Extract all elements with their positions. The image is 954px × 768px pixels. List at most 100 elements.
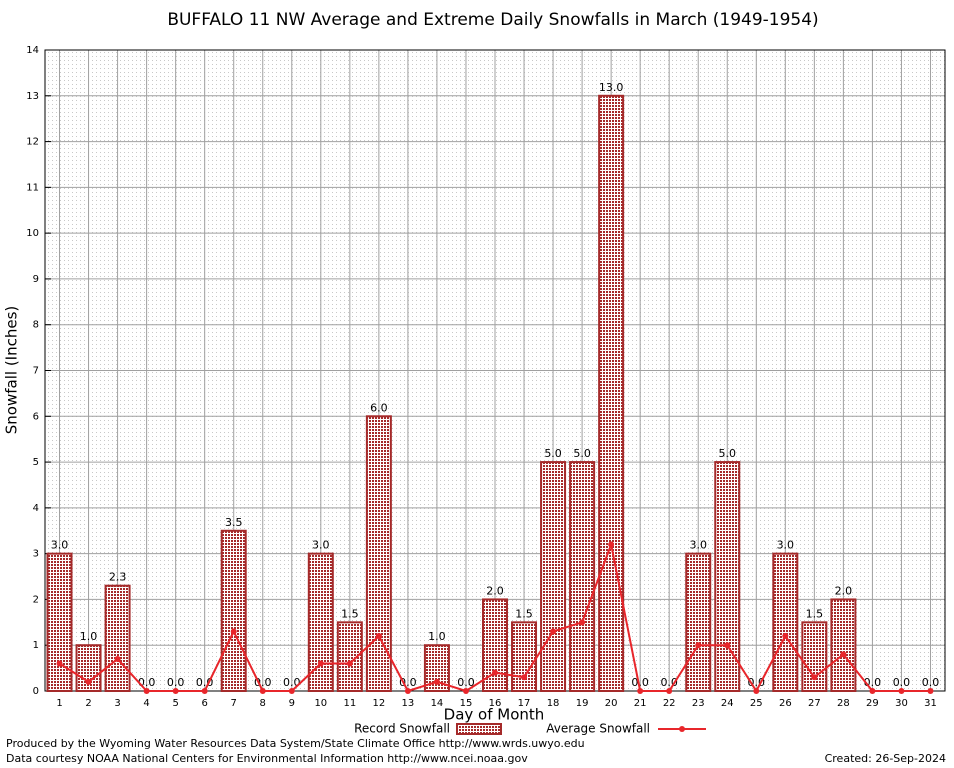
- value-label: 5.0: [573, 447, 591, 460]
- value-label: 1.5: [806, 607, 824, 620]
- value-label: 3.0: [689, 539, 707, 552]
- y-tick-label: 11: [26, 182, 39, 193]
- point: [927, 688, 934, 694]
- x-tick-label: 23: [692, 698, 705, 709]
- bar: [772, 552, 799, 693]
- point: [521, 674, 528, 681]
- bar: [540, 461, 567, 693]
- value-label: 3.5: [225, 516, 243, 529]
- point: [288, 688, 295, 694]
- point: [811, 674, 818, 681]
- x-tick-label: 12: [373, 698, 386, 709]
- legend-swatch: [456, 723, 502, 735]
- x-tick-label: 10: [314, 698, 327, 709]
- x-tick-label: 14: [431, 698, 444, 709]
- x-tick-label: 7: [231, 698, 237, 709]
- point: [695, 642, 702, 649]
- x-axis-label: Day of Month: [444, 706, 545, 724]
- x-tick-label: 27: [808, 698, 821, 709]
- y-tick-label: 0: [33, 686, 39, 697]
- bar: [482, 598, 508, 693]
- point: [666, 688, 673, 694]
- bar: [307, 552, 334, 693]
- x-tick-label: 3: [114, 698, 120, 709]
- point: [898, 688, 905, 694]
- value-label: 0.0: [138, 676, 156, 689]
- point: [869, 688, 876, 694]
- value-label: 3.0: [777, 539, 795, 552]
- point: [201, 688, 208, 694]
- point: [492, 669, 498, 676]
- value-label: 1.0: [80, 630, 98, 643]
- y-axis-label: Snowfall (Inches): [3, 306, 21, 434]
- x-tick-label: 15: [460, 698, 473, 709]
- x-tick-label: 13: [402, 698, 415, 709]
- x-tick-label: 22: [663, 698, 676, 709]
- y-tick-label: 12: [26, 137, 39, 148]
- point: [404, 688, 411, 694]
- y-tick-label: 3: [33, 549, 39, 560]
- y-tick-label: 1: [33, 640, 39, 651]
- x-tick-label: 18: [547, 698, 560, 709]
- point: [143, 688, 150, 694]
- y-tick-label: 2: [33, 594, 39, 605]
- value-label: 0.0: [631, 676, 649, 689]
- point: [259, 688, 266, 694]
- x-tick-label: 6: [201, 698, 207, 709]
- value-label: 1.0: [428, 630, 446, 643]
- y-tick-label: 5: [33, 457, 39, 468]
- bar: [685, 552, 712, 693]
- value-label: 0.0: [283, 676, 301, 689]
- x-tick-label: 31: [924, 698, 937, 709]
- legend-marker: [679, 726, 685, 732]
- y-tick-label: 6: [33, 411, 39, 422]
- value-label: 6.0: [370, 401, 388, 414]
- point: [637, 688, 644, 694]
- point: [172, 688, 179, 694]
- x-tick-label: 9: [289, 698, 295, 709]
- bar: [104, 584, 131, 693]
- x-tick-label: 2: [85, 698, 91, 709]
- point: [433, 678, 440, 685]
- point: [346, 660, 353, 667]
- bar: [830, 598, 857, 693]
- bar: [46, 552, 73, 693]
- bar: [569, 461, 596, 693]
- value-label: 2.0: [486, 584, 504, 597]
- bar: [220, 529, 247, 692]
- point: [317, 660, 324, 667]
- x-tick-label: 19: [576, 698, 589, 709]
- point: [462, 688, 469, 694]
- value-label: 0.0: [893, 676, 911, 689]
- value-label: 3.0: [51, 539, 69, 552]
- y-tick-label: 7: [33, 366, 39, 377]
- value-label: 0.0: [922, 676, 940, 689]
- value-label: 0.0: [167, 676, 185, 689]
- x-tick-label: 21: [634, 698, 647, 709]
- x-tick-label: 8: [260, 698, 266, 709]
- point: [724, 642, 731, 649]
- value-label: 0.0: [196, 676, 214, 689]
- bar: [598, 94, 625, 693]
- value-label: 2.3: [109, 571, 127, 584]
- point: [608, 541, 615, 548]
- value-label: 1.5: [515, 607, 533, 620]
- value-label: 5.0: [544, 447, 562, 460]
- y-tick-label: 9: [33, 274, 39, 285]
- point: [782, 633, 789, 640]
- y-tick-label: 14: [26, 45, 39, 56]
- value-label: 1.5: [341, 607, 359, 620]
- legend-label: Record Snowfall: [354, 722, 450, 736]
- point: [85, 678, 92, 685]
- value-label: 0.0: [254, 676, 272, 689]
- footer-text: Data courtesy NOAA National Centers for …: [6, 752, 528, 765]
- point: [753, 688, 760, 694]
- y-tick-label: 13: [26, 91, 39, 102]
- x-tick-label: 11: [343, 698, 356, 709]
- chart-title: BUFFALO 11 NW Average and Extreme Daily …: [167, 10, 818, 30]
- value-label: 0.0: [399, 676, 417, 689]
- value-label: 13.0: [599, 81, 624, 94]
- point: [840, 651, 847, 658]
- x-tick-label: 17: [518, 698, 531, 709]
